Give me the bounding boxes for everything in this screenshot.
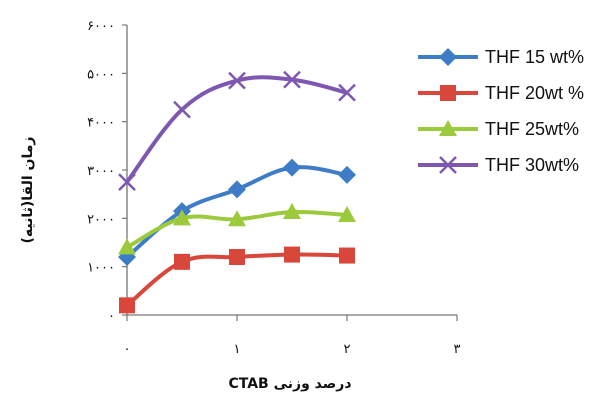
legend-label: THF 25wt%	[485, 119, 579, 139]
y-tick-label: ۵٠٠٠	[87, 67, 115, 82]
legend-label: THF 30wt%	[485, 155, 579, 175]
data-point	[339, 247, 355, 264]
data-point	[118, 238, 136, 255]
y-tick-label: ٣٠٠٠	[87, 164, 115, 179]
y-axis-title: زمان القا(ثانیه)	[20, 137, 36, 244]
legend-item: THF 20wt %	[418, 83, 584, 103]
legend-item: THF 25wt%	[418, 119, 579, 139]
y-tick-label: ١٠٠٠	[87, 261, 115, 276]
plot-series	[118, 70, 356, 314]
legend-item: THF 15 wt%	[418, 47, 584, 67]
axes: ٠ ١٠٠٠ ٢٠٠٠ ٣٠٠٠ ۴٠٠٠ ۵٠٠٠ ۶٠٠٠ ٠ ١ ٢ ٣	[87, 19, 460, 357]
legend-label: THF 15 wt%	[485, 47, 584, 67]
data-point	[119, 297, 135, 314]
data-point	[174, 253, 190, 270]
data-point	[228, 71, 246, 90]
data-point	[229, 249, 245, 265]
y-tick-label: ٠	[108, 309, 115, 324]
legend-marker	[440, 85, 456, 101]
y-tick-label: ٢٠٠٠	[87, 212, 115, 227]
y-tick-label: ۴٠٠٠	[87, 116, 115, 131]
data-point	[338, 165, 356, 184]
data-point	[173, 100, 191, 119]
x-tick-label: ٣	[454, 342, 461, 357]
data-point	[118, 173, 136, 191]
data-point	[283, 203, 301, 220]
legend: THF 15 wt% THF 20wt % THF 25wt% THF 30wt%	[418, 47, 584, 175]
legend-item: THF 30wt%	[418, 155, 579, 175]
y-tick-label: ۶٠٠٠	[87, 19, 115, 34]
legend-marker	[439, 156, 457, 174]
data-point	[338, 205, 356, 222]
legend-marker	[439, 48, 457, 66]
data-point	[228, 180, 246, 199]
x-tick-label: ٠	[124, 342, 131, 357]
legend-label: THF 20wt %	[485, 83, 584, 103]
x-tick-label: ٢	[344, 342, 351, 357]
data-point	[283, 158, 301, 177]
x-axis-title: درصد وزنی CTAB	[228, 376, 351, 392]
x-tick-label: ١	[234, 342, 241, 357]
legend-marker	[439, 120, 457, 136]
data-point	[228, 210, 246, 227]
data-point	[283, 70, 301, 89]
data-point	[173, 209, 191, 226]
data-point	[338, 83, 356, 102]
data-point	[284, 246, 300, 263]
